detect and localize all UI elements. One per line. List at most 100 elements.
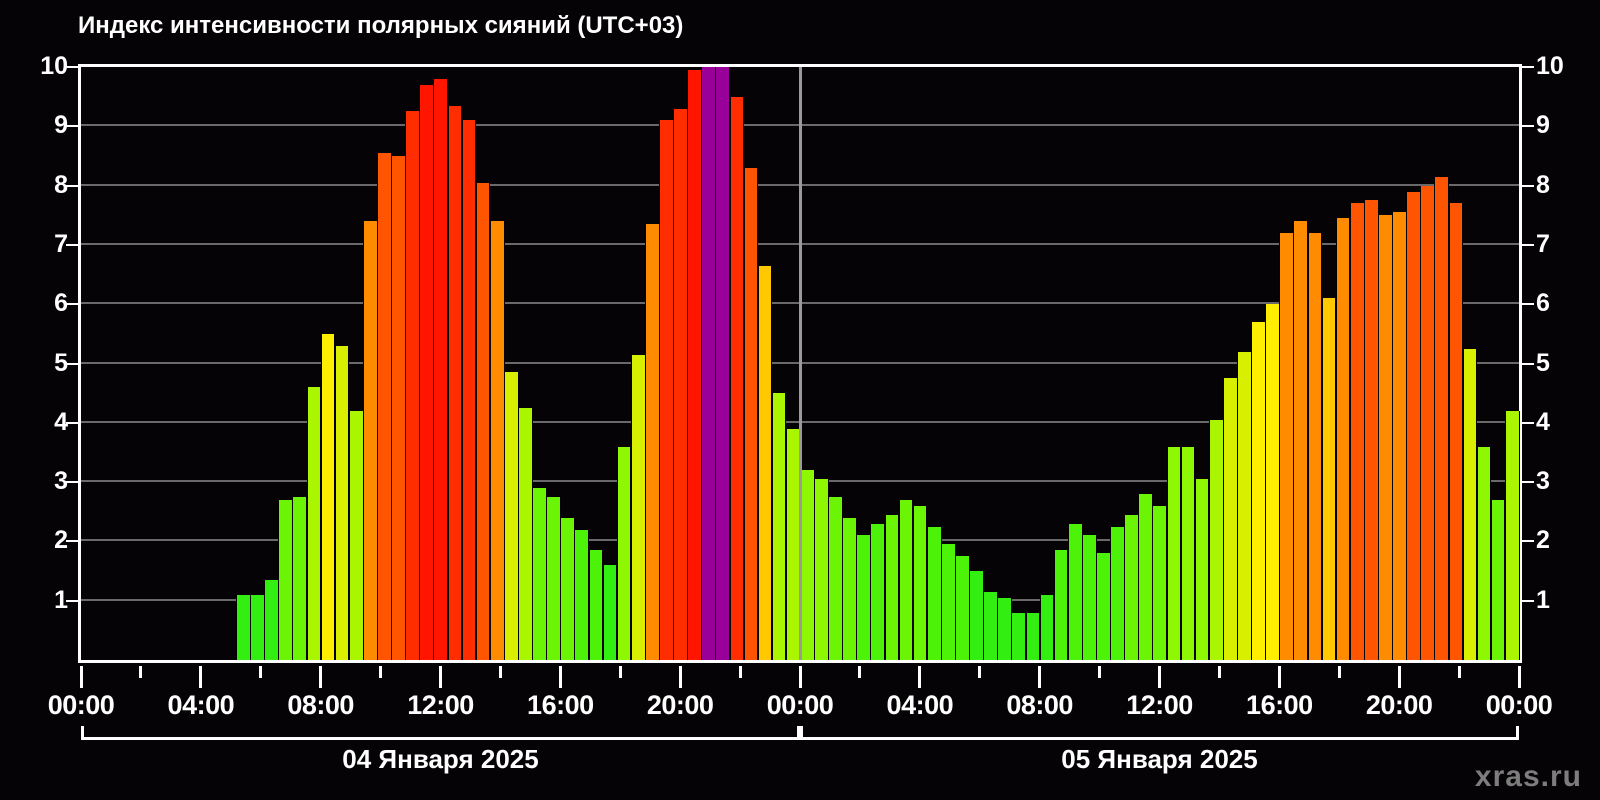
bar xyxy=(814,479,829,660)
y-axis-label-right-1: 1 xyxy=(1536,585,1550,614)
y-axis-label-right-6: 6 xyxy=(1536,289,1550,318)
x-axis-label-4h: 04:00 xyxy=(167,690,235,720)
y-axis-tick-right-9 xyxy=(1522,125,1534,128)
y-axis-label-left-1: 1 xyxy=(54,585,68,614)
bar xyxy=(250,594,265,660)
y-axis-label-right-7: 7 xyxy=(1536,229,1550,258)
bar xyxy=(659,120,674,660)
bar xyxy=(447,105,463,660)
bar xyxy=(940,544,956,660)
y-axis-tick-right-2 xyxy=(1522,540,1534,543)
y-axis-tick-left-8 xyxy=(66,184,78,187)
y-axis-label-right-5: 5 xyxy=(1536,348,1550,377)
bar xyxy=(405,111,420,660)
x-axis-major-tick-24h xyxy=(798,666,802,688)
x-axis-label-36h: 12:00 xyxy=(1126,690,1193,720)
bar xyxy=(419,84,435,660)
y-axis-tick-left-7 xyxy=(66,243,78,246)
y-axis-tick-right-4 xyxy=(1522,421,1534,424)
bar xyxy=(362,221,378,660)
bar xyxy=(870,523,886,660)
y-axis-tick-right-1 xyxy=(1522,599,1534,602)
bar xyxy=(1378,215,1393,660)
bar xyxy=(926,526,942,660)
bar xyxy=(236,594,251,660)
y-axis-tick-right-10 xyxy=(1522,66,1534,68)
bar xyxy=(997,597,1013,660)
x-axis-minor-tick-10h xyxy=(379,666,383,678)
y-axis-tick-right-3 xyxy=(1522,481,1534,484)
x-axis-major-tick-48h xyxy=(1517,666,1521,688)
bar xyxy=(1096,553,1111,660)
bar xyxy=(1434,176,1450,660)
bar xyxy=(560,517,576,660)
y-axis-label-right-3: 3 xyxy=(1536,467,1550,496)
y-axis-tick-left-3 xyxy=(66,481,78,484)
x-axis-major-tick-36h xyxy=(1158,666,1161,688)
bar xyxy=(828,496,843,660)
day-bracket-2 xyxy=(800,726,1519,740)
x-axis-label-44h: 20:00 xyxy=(1365,690,1433,720)
x-axis-major-tick-12h xyxy=(439,666,442,688)
y-axis-label-right-10: 10 xyxy=(1536,52,1564,80)
bar xyxy=(1349,203,1365,660)
bar xyxy=(856,535,872,660)
bar xyxy=(532,488,547,660)
bar xyxy=(715,67,731,660)
y-axis-tick-left-6 xyxy=(66,303,78,306)
y-axis-label-left-6: 6 xyxy=(54,289,68,318)
bar xyxy=(1265,304,1280,660)
bar xyxy=(306,387,322,660)
bar xyxy=(1081,535,1097,660)
bar xyxy=(729,96,745,660)
y-axis-label-right-2: 2 xyxy=(1536,526,1550,555)
bar xyxy=(377,153,392,660)
y-axis-tick-right-7 xyxy=(1522,243,1534,246)
bar xyxy=(1476,446,1492,660)
bar xyxy=(1166,446,1182,660)
bar xyxy=(1462,348,1478,660)
x-axis-minor-tick-30h xyxy=(978,666,982,678)
x-axis-label-32h: 08:00 xyxy=(1006,690,1073,720)
day-label-1: 04 Января 2025 xyxy=(342,744,539,774)
bar xyxy=(1406,191,1421,660)
bar xyxy=(264,579,279,660)
bar xyxy=(546,496,561,660)
bar xyxy=(687,69,702,660)
x-axis-label-16h: 16:00 xyxy=(527,690,594,720)
x-axis-minor-tick-6h xyxy=(259,666,263,678)
bar xyxy=(912,505,928,660)
bar xyxy=(1138,493,1154,660)
y-axis-tick-right-8 xyxy=(1522,184,1534,187)
y-axis-tick-right-6 xyxy=(1522,303,1534,306)
bar xyxy=(800,470,815,660)
bar xyxy=(489,221,505,660)
day-divider-line xyxy=(798,67,802,660)
y-axis-label-right-9: 9 xyxy=(1536,111,1550,140)
y-axis-label-right-8: 8 xyxy=(1536,170,1550,199)
bar xyxy=(1504,410,1520,660)
y-axis-label-left-8: 8 xyxy=(54,170,68,199)
bar xyxy=(1039,594,1055,660)
x-axis-ticks xyxy=(78,666,1522,688)
bar xyxy=(391,155,406,660)
y-axis-tick-left-4 xyxy=(66,421,78,424)
x-axis-label-28h: 04:00 xyxy=(886,690,954,720)
bar xyxy=(1194,479,1210,660)
day-label-2: 05 Января 2025 xyxy=(1061,744,1258,774)
bar xyxy=(320,333,336,660)
bar xyxy=(518,407,533,660)
bar xyxy=(1180,446,1196,660)
day-bracket-1 xyxy=(81,726,800,740)
x-axis-major-tick-28h xyxy=(918,666,922,688)
x-axis-major-tick-40h xyxy=(1277,666,1281,688)
bar xyxy=(348,410,364,660)
y-axis-tick-left-1 xyxy=(66,599,78,602)
x-axis-label-8h: 08:00 xyxy=(287,690,354,720)
bar xyxy=(771,393,787,660)
bar xyxy=(1067,523,1083,660)
x-axis-minor-tick-18h xyxy=(618,666,622,678)
x-axis-label-48h: 00:00 xyxy=(1485,690,1553,720)
bar xyxy=(983,591,998,660)
bar xyxy=(1110,526,1125,660)
